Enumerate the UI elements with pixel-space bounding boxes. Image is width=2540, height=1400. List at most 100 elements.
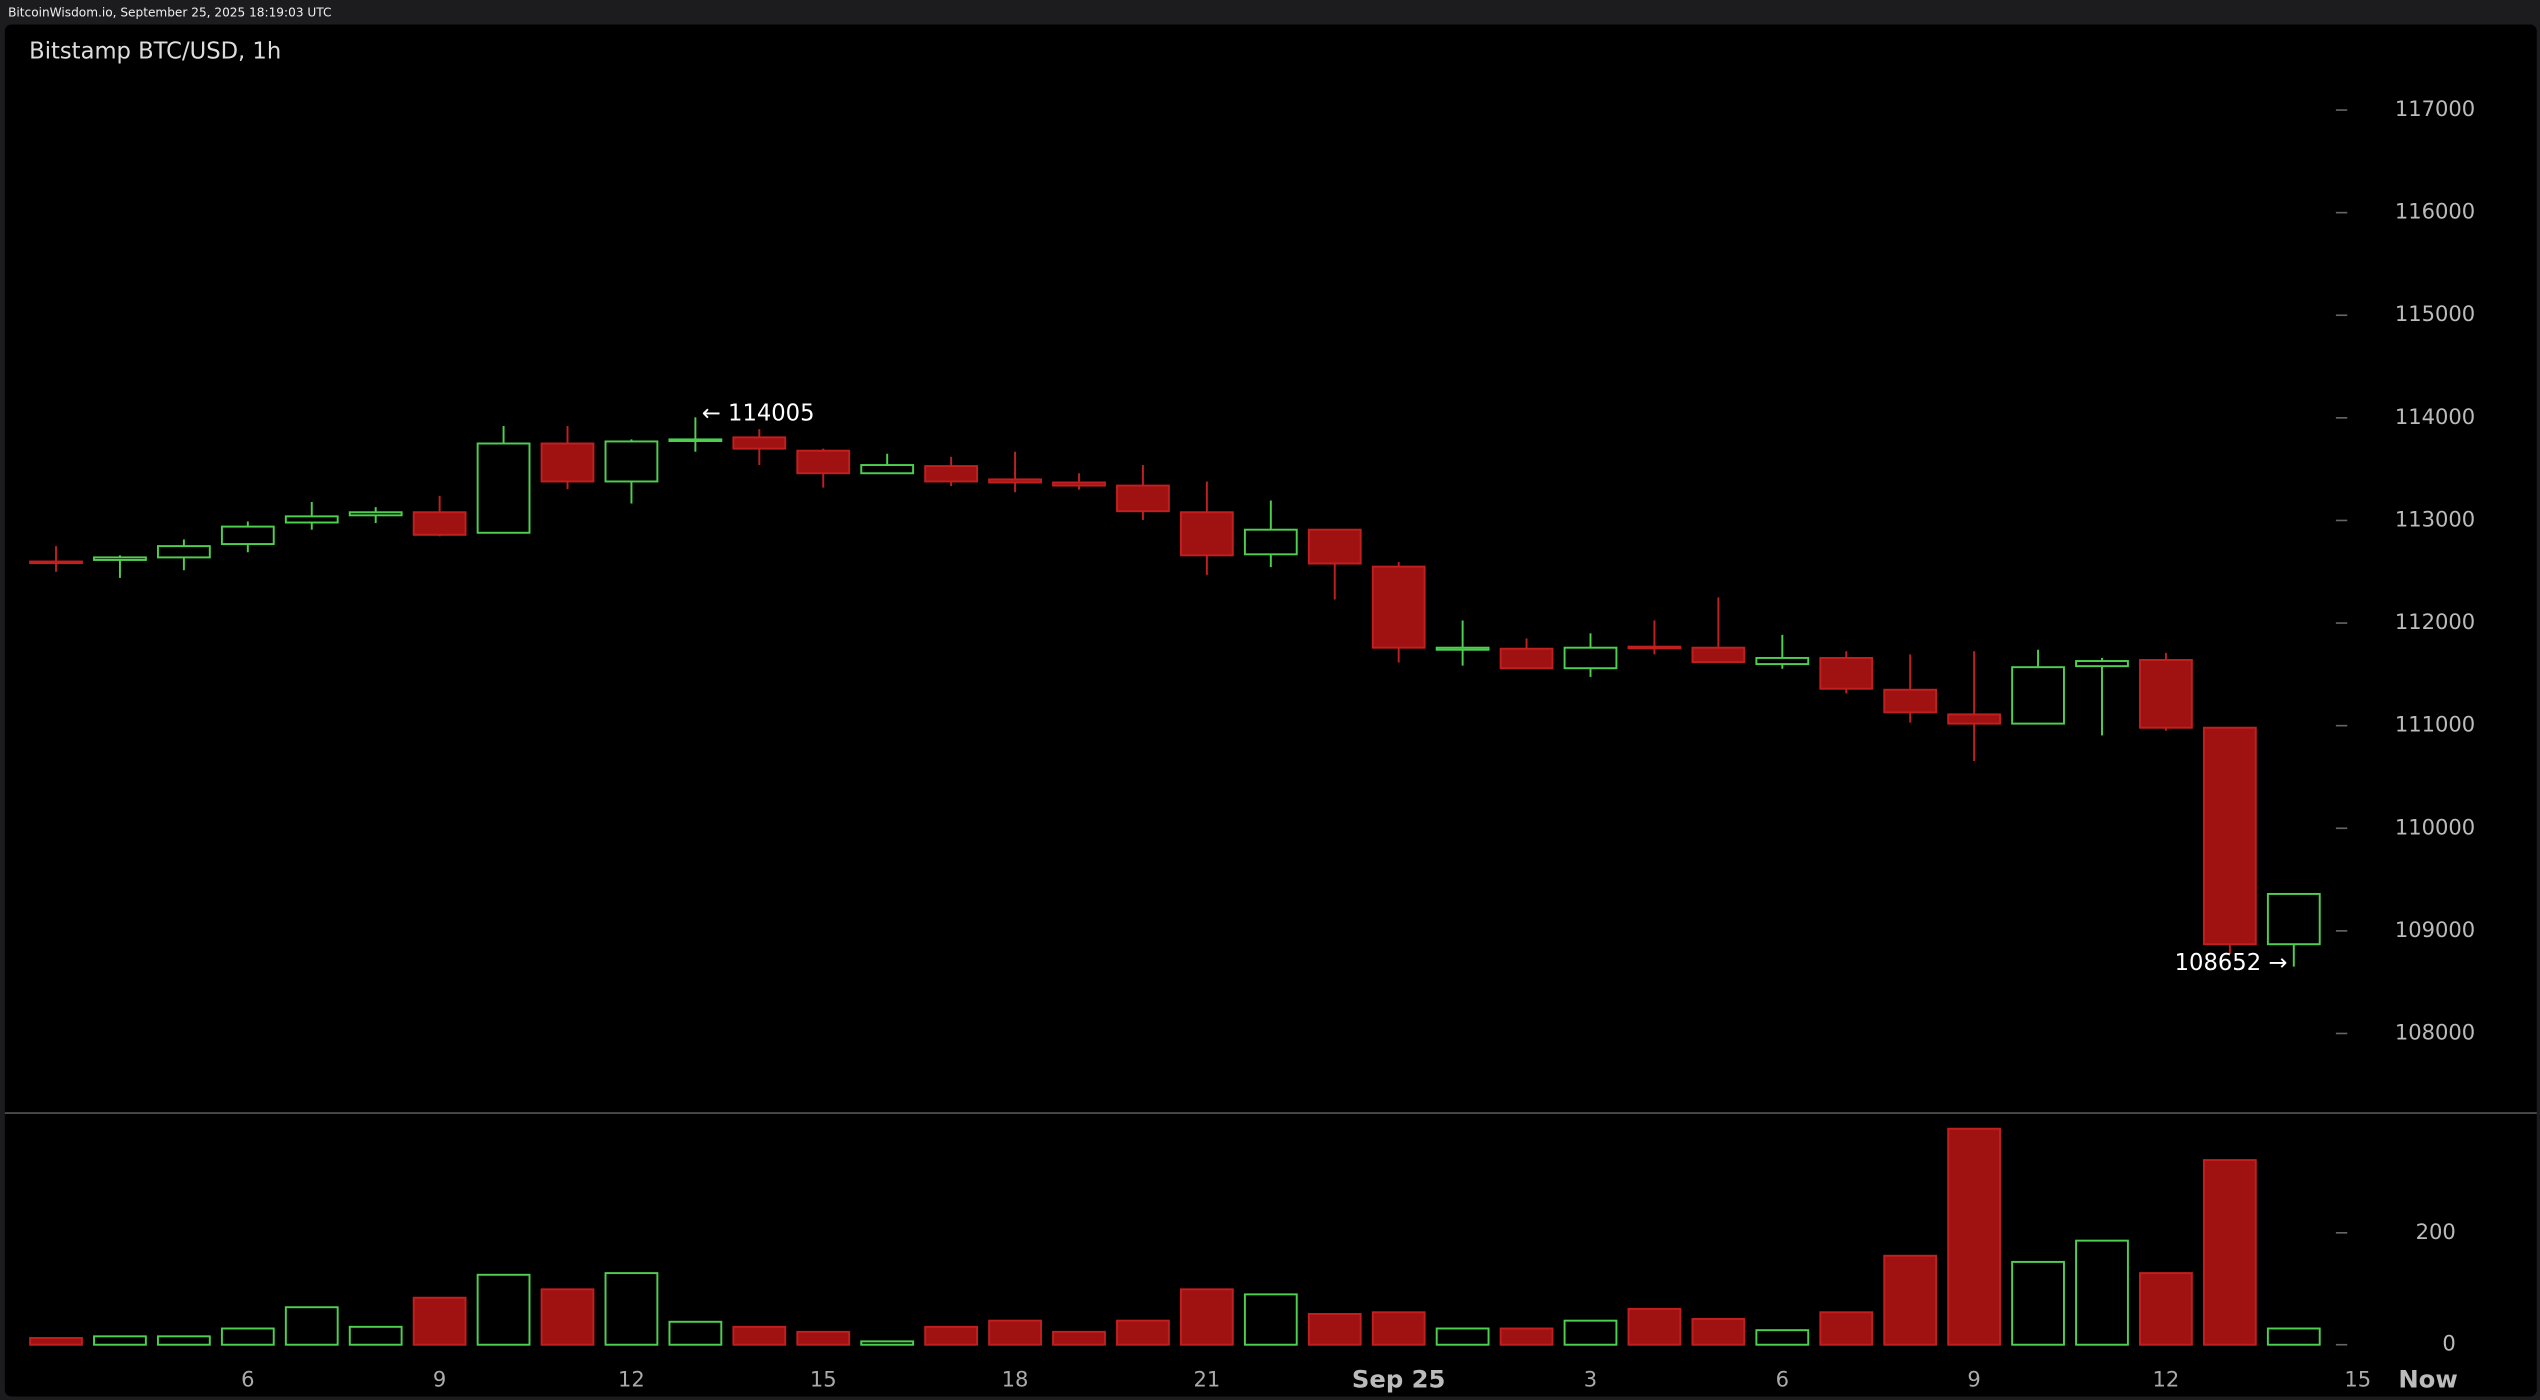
volume-bar [2139, 1272, 2193, 1346]
candle-body [1371, 565, 1426, 649]
candle-body [1307, 528, 1362, 565]
candle-body [796, 449, 851, 475]
chart-title: Bitstamp BTC/USD, 1h [29, 39, 281, 65]
candle-body [348, 511, 403, 517]
volume-bar [1307, 1312, 1362, 1346]
y-tick-label: 114000 [2395, 404, 2475, 429]
y-tick-label: 113000 [2395, 506, 2475, 531]
volume-bar [1819, 1311, 1874, 1346]
volume-bar [29, 1337, 83, 1346]
candle-body [1499, 647, 1554, 670]
y-tick-label: 108000 [2395, 1019, 2475, 1044]
candle-body [924, 465, 979, 483]
volume-bar [476, 1273, 531, 1346]
candle-body [2202, 726, 2257, 946]
volume-bar [732, 1325, 787, 1346]
volume-bar [1883, 1254, 1938, 1346]
x-tick-label: 9 [1967, 1366, 1980, 1391]
candle-body [1563, 646, 1618, 670]
candle-body [668, 438, 723, 442]
x-tick-label: 12 [2153, 1366, 2180, 1391]
x-tick-label: 6 [1776, 1366, 1789, 1391]
candle-body [2266, 892, 2321, 946]
x-tick-label: 3 [1584, 1366, 1597, 1391]
low-annotation: 108652 → [2175, 950, 2288, 976]
candle-body [1116, 484, 1170, 513]
y-tick-label: 117000 [2395, 96, 2475, 121]
chart-panel [4, 24, 2537, 1397]
candle-body [156, 545, 211, 559]
header-text: BitcoinWisdom.io, September 25, 2025 18:… [8, 6, 331, 20]
volume-bar [2202, 1159, 2257, 1346]
volume-bar [2266, 1327, 2321, 1346]
volume-bar [860, 1340, 915, 1346]
volume-bar [1052, 1330, 1106, 1346]
x-tick-label: 9 [433, 1366, 446, 1391]
volume-bar [1435, 1327, 1490, 1346]
volume-bar [1243, 1293, 1298, 1346]
x-tick-label: 15 [810, 1366, 837, 1391]
y-tick-label: 115000 [2395, 301, 2475, 326]
y-tick-label: 111000 [2395, 712, 2475, 737]
volume-bar [1179, 1288, 1234, 1346]
x-tick-label: Now [2398, 1364, 2457, 1393]
candle-body [2075, 660, 2129, 668]
volume-bar [348, 1325, 403, 1346]
x-tick-label: Sep 25 [1352, 1364, 1446, 1393]
volume-bar [412, 1296, 467, 1346]
x-tick-label: 6 [241, 1366, 254, 1391]
candle-body [540, 442, 595, 483]
y-tick-label: 0 [2442, 1331, 2455, 1356]
volume-bar [93, 1335, 147, 1346]
candle-body [29, 560, 83, 565]
volume-bar [2075, 1239, 2129, 1346]
candle-body [732, 436, 787, 450]
x-tick-label: 18 [1002, 1366, 1029, 1391]
candle-body [860, 464, 915, 475]
volume-bar [1499, 1327, 1554, 1346]
volume-bar [924, 1325, 979, 1346]
candle-body [1755, 656, 1810, 666]
candle-body [1883, 688, 1938, 714]
candle-body [604, 440, 659, 483]
x-tick-label: 21 [1193, 1366, 1220, 1391]
y-tick-label: 116000 [2395, 199, 2475, 224]
volume-bar [1116, 1319, 1170, 1346]
y-tick-label: 112000 [2395, 609, 2475, 634]
volume-bar [796, 1330, 851, 1346]
volume-bar [604, 1272, 659, 1346]
volume-bar [1755, 1329, 1810, 1346]
candle-body [1243, 528, 1298, 556]
volume-bar [988, 1319, 1042, 1346]
candle-body [1947, 713, 2002, 725]
x-tick-label: 15 [2344, 1366, 2371, 1391]
high-annotation: ← 114005 [702, 401, 815, 427]
x-tick-label: 12 [618, 1366, 645, 1391]
candle-body [2011, 666, 2065, 725]
candle-body [2139, 659, 2193, 729]
candle-body [1179, 511, 1234, 557]
candle-body [1627, 645, 1682, 650]
candle-body [476, 442, 531, 534]
volume-bar [1563, 1319, 1618, 1346]
volume-bar [1371, 1311, 1426, 1346]
candle-body [988, 478, 1042, 484]
volume-bar [668, 1320, 723, 1346]
volume-bar [220, 1327, 275, 1346]
candle-body [1435, 646, 1490, 651]
candle-body [1052, 481, 1106, 487]
volume-bar [1947, 1127, 2002, 1346]
volume-bar [1627, 1307, 1682, 1346]
candle-body [93, 556, 147, 561]
volume-bar [2011, 1260, 2065, 1346]
candle-body [1819, 656, 1874, 690]
volume-bar [156, 1335, 211, 1346]
volume-bar [284, 1306, 339, 1346]
y-tick-label: 200 [2416, 1219, 2456, 1244]
y-tick-label: 109000 [2395, 917, 2475, 942]
candle-body [1691, 646, 1746, 664]
candle-body [284, 515, 339, 524]
volume-bar [540, 1288, 595, 1346]
